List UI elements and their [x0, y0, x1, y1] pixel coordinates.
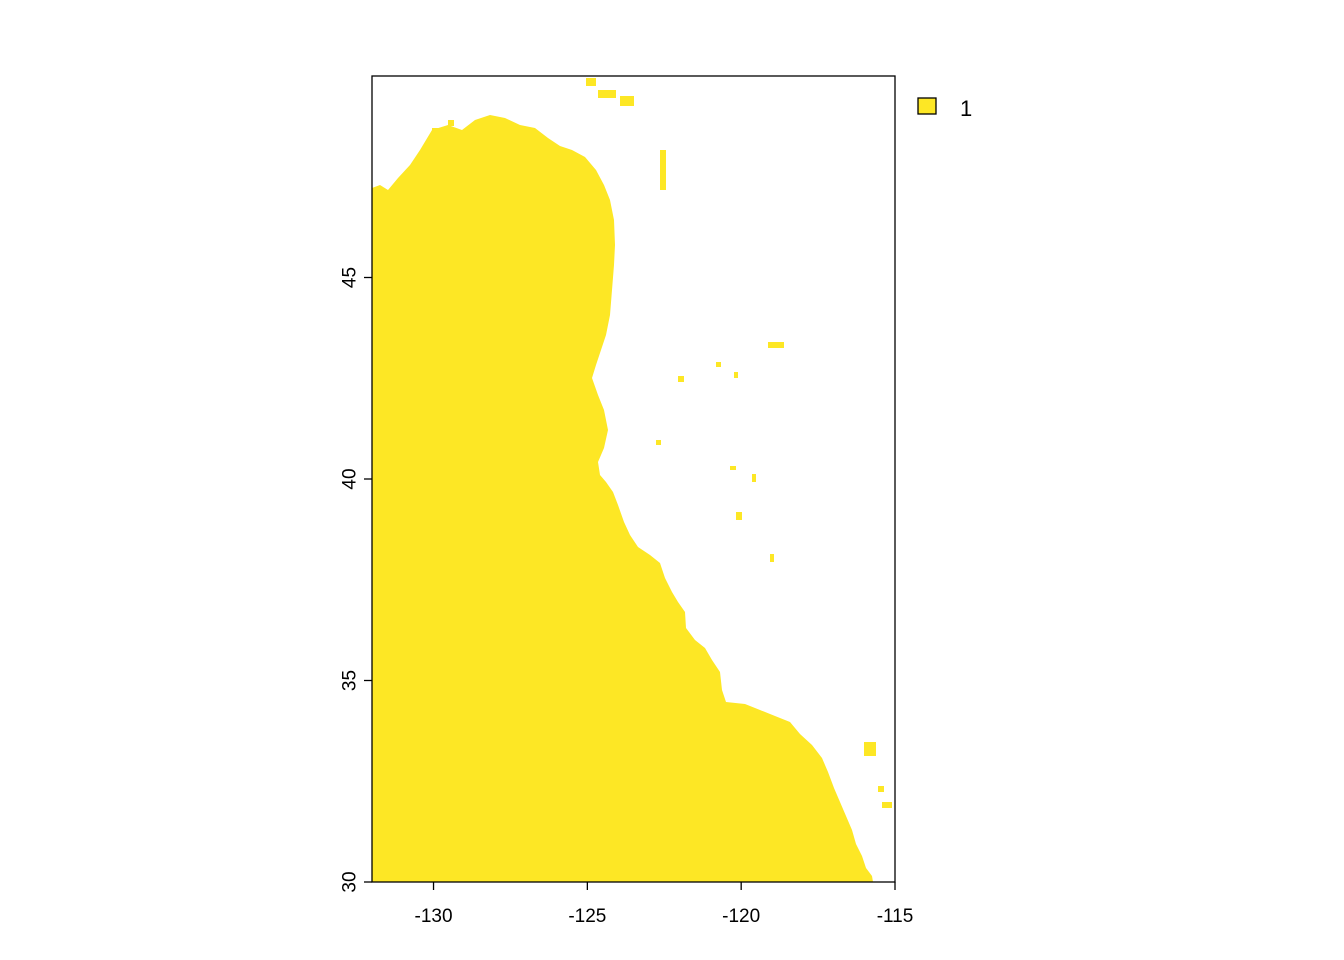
raster-speck — [598, 90, 616, 98]
y-tick-label: 40 — [340, 468, 361, 489]
legend-swatch — [917, 97, 937, 115]
x-axis: -130 -125 -120 -115 — [415, 882, 914, 927]
raster-speck — [864, 742, 876, 756]
raster-layer — [372, 78, 892, 882]
raster-speck — [716, 362, 721, 367]
raster-speck — [878, 786, 884, 792]
legend-label: 1 — [960, 96, 972, 121]
y-tick-label: 30 — [340, 871, 361, 892]
x-tick-label: -115 — [877, 906, 914, 927]
x-tick-label: -125 — [568, 906, 606, 927]
raster-speck — [656, 440, 661, 445]
raster-speck — [734, 372, 738, 378]
raster-speck — [736, 512, 742, 520]
raster-speck — [448, 120, 454, 126]
raster-speck — [768, 342, 784, 348]
x-tick-label: -130 — [415, 906, 453, 927]
raster-speck — [586, 78, 596, 86]
raster-speck — [620, 96, 634, 106]
y-tick-label: 45 — [340, 267, 361, 288]
y-axis: 30 35 40 45 — [340, 267, 372, 893]
raster-speck — [660, 150, 666, 190]
raster-speck — [400, 176, 408, 182]
raster-speck — [432, 128, 440, 134]
raster-speck — [770, 554, 774, 562]
raster-speck — [752, 474, 756, 482]
raster-fill-region — [372, 115, 873, 882]
y-tick-label: 35 — [340, 670, 361, 691]
raster-speck — [882, 802, 892, 808]
x-tick-label: -120 — [722, 906, 760, 927]
raster-speck — [678, 376, 684, 382]
legend: 1 — [917, 96, 972, 121]
raster-speck — [730, 466, 736, 470]
